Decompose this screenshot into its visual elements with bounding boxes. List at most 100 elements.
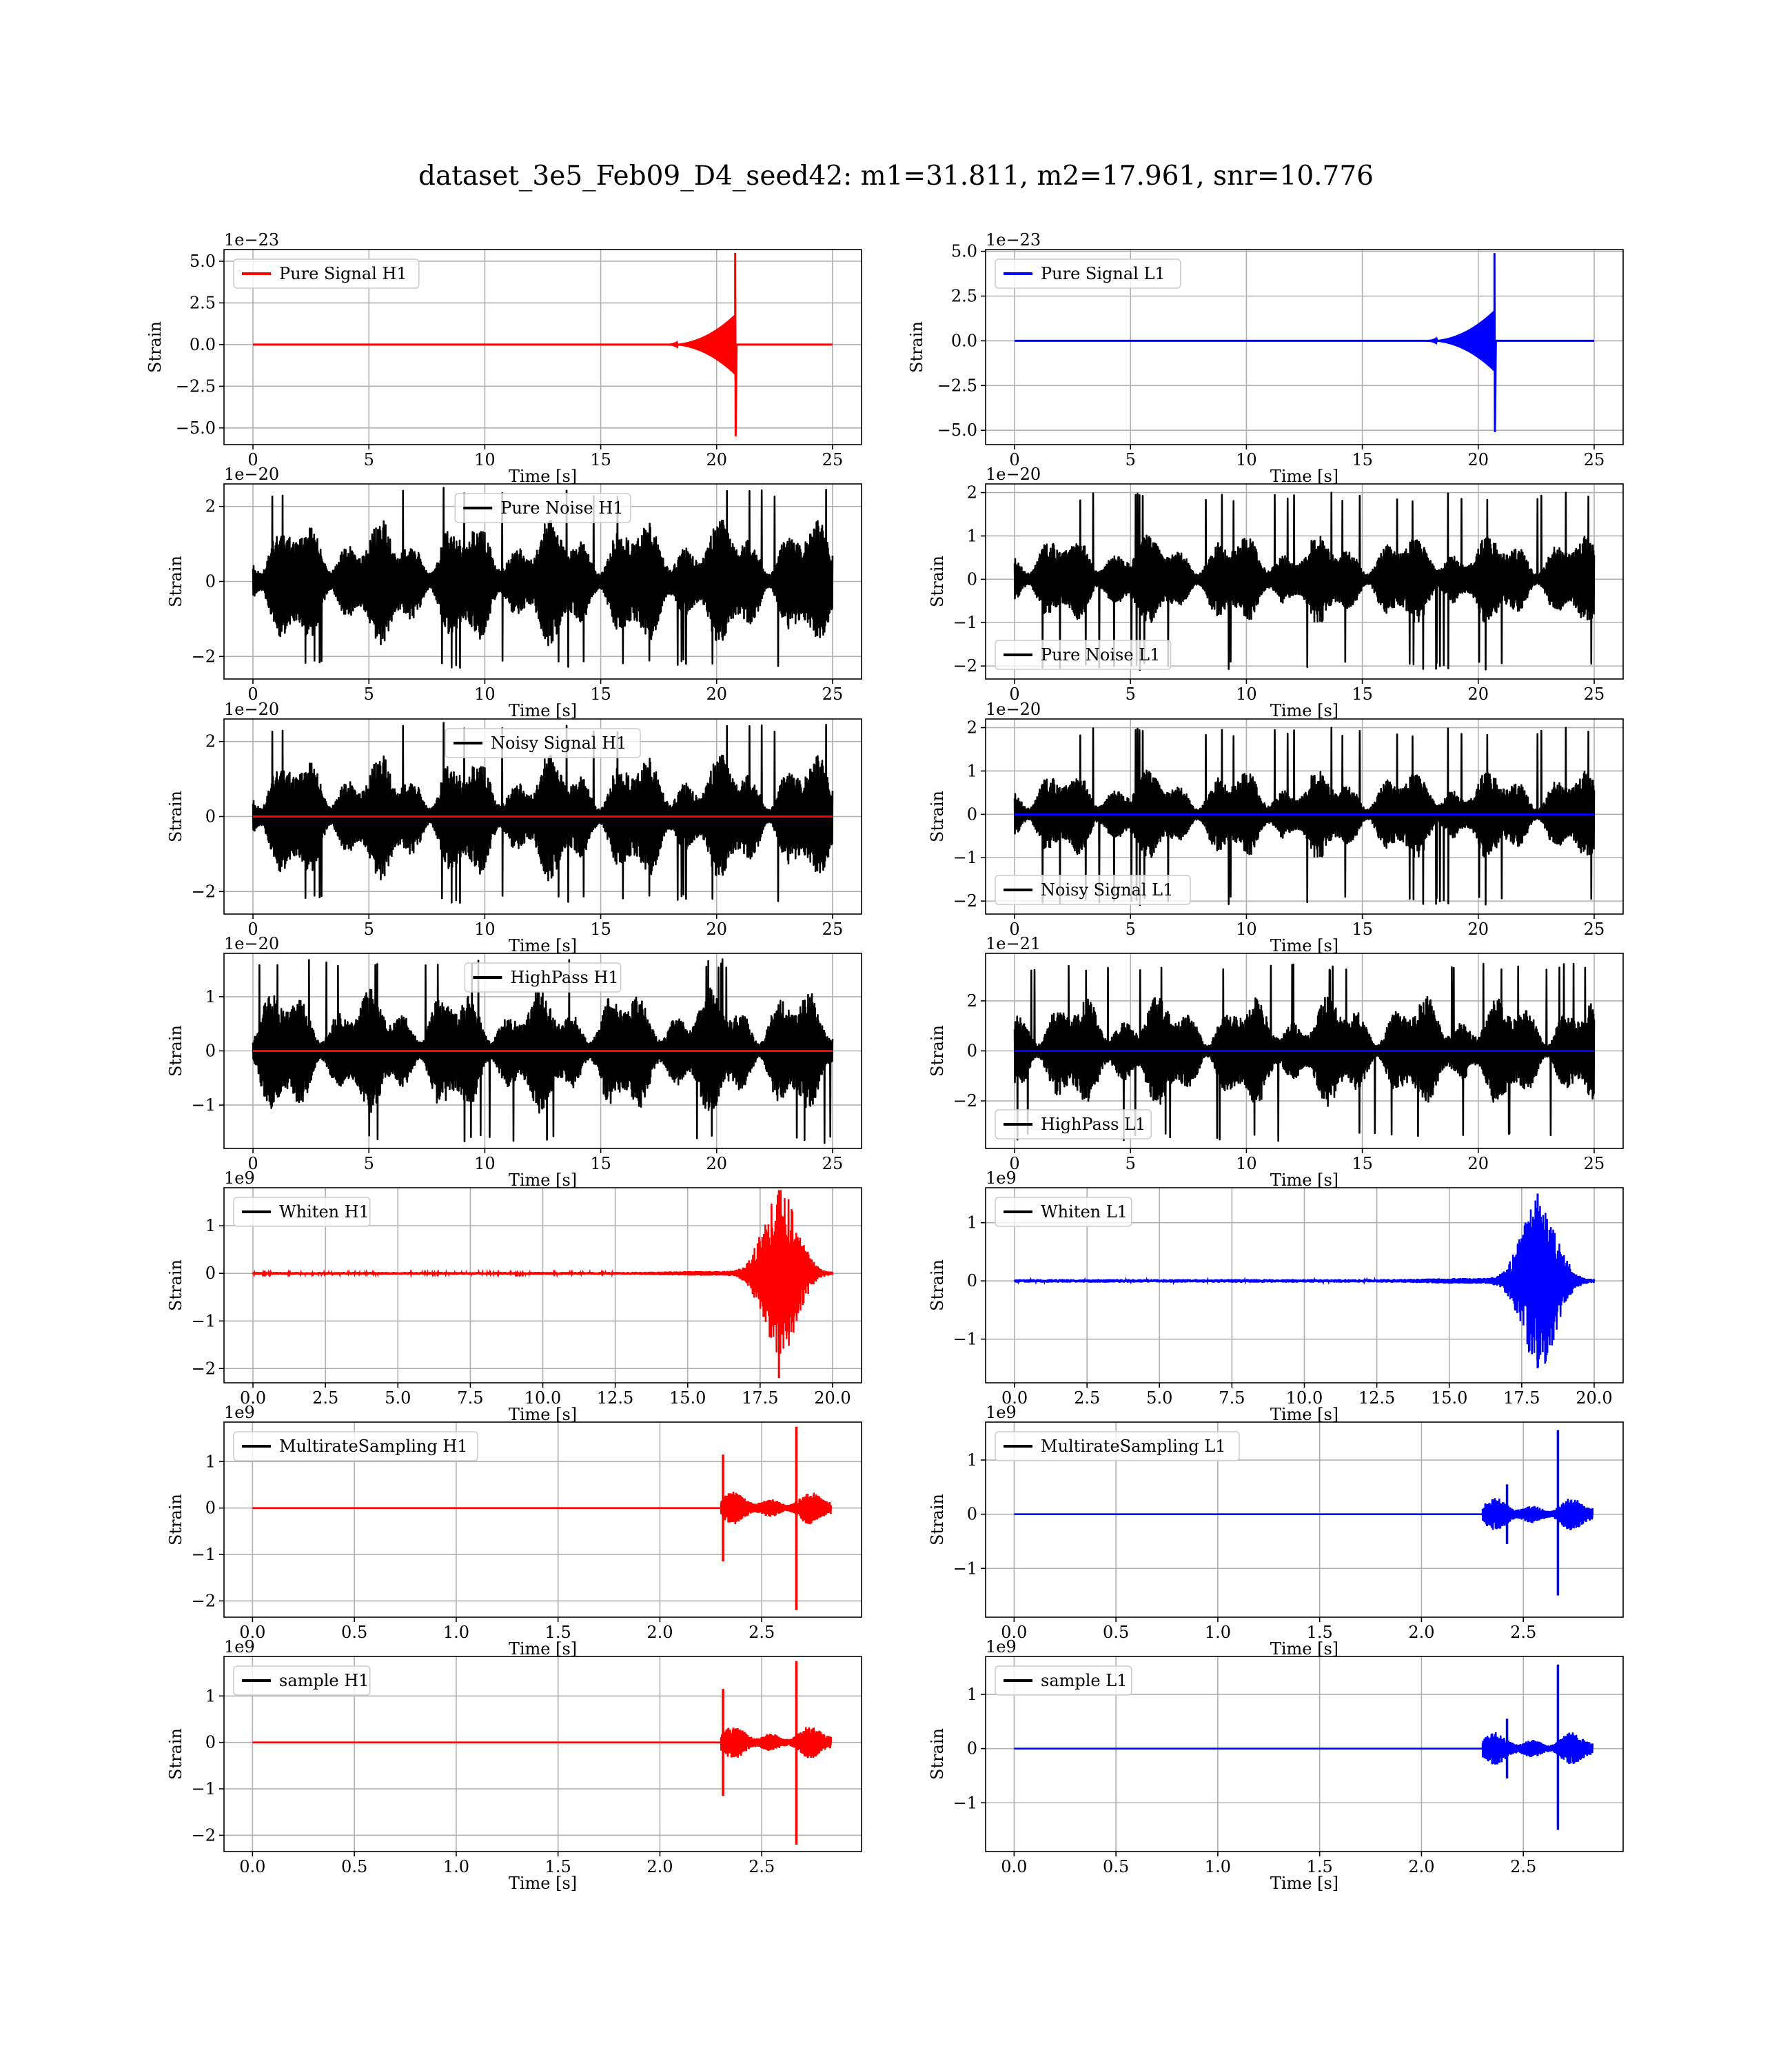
y-axis-label: Strain	[928, 1494, 947, 1545]
subplot-noisy-signal-h1: 0 5 10 15 20 25 Time [s] −2 0 2 Strain 1e−20 Noisy S…	[166, 700, 862, 955]
x-tick-label: 25	[822, 1154, 844, 1173]
y-tick-label: −5.0	[937, 420, 977, 440]
series-line	[1013, 727, 1596, 906]
x-tick-label: 5	[364, 920, 374, 939]
x-axis-label: Time [s]	[1270, 1639, 1338, 1659]
legend-box	[995, 875, 1191, 905]
plot-area	[252, 487, 834, 669]
legend: sample L1	[995, 1665, 1132, 1696]
x-axis: 0.0 2.5 5.0 7.5 10.0 12.5 15.0 17.5 20.0 Time [s]	[240, 1383, 851, 1424]
legend-box	[464, 962, 622, 993]
plot-area	[1013, 491, 1596, 671]
y-tick-label: 1	[205, 1452, 216, 1471]
x-tick-label: 0.5	[341, 1857, 367, 1876]
x-tick-label: 0.0	[1001, 1623, 1027, 1642]
y-tick-label: −2	[953, 656, 977, 676]
x-tick-label: 2.0	[646, 1857, 673, 1876]
x-tick-label: 0	[247, 450, 258, 469]
y-tick-label: 0	[205, 1042, 216, 1061]
series-line	[1014, 1498, 1594, 1530]
subplot-pure-signal-l1: 0 5 10 15 20 25 Time [s] −5.0 −2.5 0.0 2.5 5.0 Strai…	[907, 230, 1624, 486]
y-tick-label: −1	[192, 1095, 216, 1115]
y-axis: −2 0 2 Strain	[166, 497, 224, 666]
series-line	[1014, 1732, 1594, 1765]
axes-frame	[985, 249, 1624, 445]
plot-area	[1014, 1664, 1594, 1830]
x-axis-label: Time [s]	[509, 1874, 577, 1893]
x-tick-label: 12.5	[1358, 1388, 1395, 1408]
x-tick-label: 0	[247, 1154, 258, 1173]
legend-box	[233, 1665, 371, 1696]
x-tick-label: 10	[474, 920, 496, 939]
x-axis-label: Time [s]	[509, 1405, 577, 1424]
x-axis: 0.0 0.5 1.0 1.5 2.0 2.5 Time [s]	[239, 1617, 775, 1659]
y-axis-label: Strain	[907, 321, 926, 373]
x-tick-label: 0	[1009, 450, 1019, 469]
x-tick-label: 1.5	[1307, 1857, 1333, 1876]
x-tick-label: 7.5	[1219, 1388, 1245, 1408]
y-axis: −2 0 2 Strain	[928, 991, 986, 1111]
x-tick-label: 1.5	[1307, 1623, 1333, 1642]
x-axis-label: Time [s]	[509, 467, 577, 486]
x-tick-label: 20	[1467, 1154, 1489, 1173]
y-tick-label: 1	[967, 1213, 977, 1233]
y-tick-label: −1	[953, 848, 977, 867]
y-tick-label: 0	[967, 1739, 977, 1758]
x-tick-label: 15	[590, 920, 611, 939]
x-tick-label: 15	[1352, 1154, 1373, 1173]
legend: Noisy Signal L1	[995, 875, 1191, 905]
y-axis: −2 0 2 Strain	[166, 732, 224, 901]
series-line	[1013, 1200, 1596, 1368]
legend-label: MultirateSampling H1	[279, 1437, 468, 1456]
x-tick-label: 5.0	[1146, 1388, 1172, 1408]
subplot-pure-noise-l1: 0 5 10 15 20 25 Time [s] −2 −1 0 1 2 Strain 1e−20 Pure…	[928, 465, 1624, 720]
x-axis-label: Time [s]	[1270, 1405, 1338, 1424]
legend: Whiten L1	[995, 1197, 1132, 1227]
y-tick-label: 2	[967, 718, 977, 738]
x-axis: 0 5 10 15 20 25 Time [s]	[1009, 679, 1605, 720]
x-axis: 0 5 10 15 20 25 Time [s]	[1009, 445, 1605, 486]
offset-text: 1e−20	[986, 465, 1041, 484]
axes-frame	[223, 249, 862, 445]
y-axis: −2 −1 0 1 Strain	[166, 1686, 224, 1845]
y-tick-label: 2	[967, 991, 977, 1011]
subplot-noisy-signal-l1: 0 5 10 15 20 25 Time [s] −2 −1 0 1 2 Strain 1e−20 Nois…	[928, 700, 1624, 955]
x-tick-label: 0.5	[1103, 1857, 1129, 1876]
y-tick-label: 0	[967, 804, 977, 824]
legend-label: Whiten L1	[1041, 1202, 1128, 1221]
x-tick-label: 2.0	[1408, 1857, 1434, 1876]
x-tick-label: 17.5	[742, 1388, 778, 1408]
axes-frame	[985, 1656, 1624, 1852]
x-tick-label: 5	[1126, 450, 1136, 469]
x-tick-label: 20.0	[814, 1388, 851, 1408]
plot-area	[1013, 1193, 1596, 1368]
series-line	[1013, 491, 1596, 671]
x-tick-label: 0	[1009, 920, 1019, 939]
series-line	[252, 958, 834, 1144]
x-axis-label: Time [s]	[509, 936, 577, 955]
x-tick-label: 20	[1467, 920, 1489, 939]
axes-frame	[223, 1656, 862, 1852]
x-tick-label: 20.0	[1576, 1388, 1612, 1408]
x-axis-label: Time [s]	[509, 1639, 577, 1659]
x-tick-label: 5	[364, 1154, 374, 1173]
legend: HighPass L1	[995, 1109, 1152, 1139]
x-tick-label: 10	[1236, 450, 1257, 469]
x-tick-label: 25	[822, 450, 844, 469]
series-line	[252, 1727, 832, 1758]
y-axis-label: Strain	[166, 1494, 185, 1545]
figure-title: dataset_3e5_Feb09_D4_seed42: m1=31.811, …	[418, 161, 1374, 192]
y-tick-label: −1	[192, 1779, 216, 1798]
x-tick-label: 10	[1236, 1154, 1257, 1173]
x-tick-label: 1.5	[545, 1857, 571, 1876]
x-tick-label: 20	[706, 920, 727, 939]
y-axis: −1 0 1 Strain	[928, 1450, 986, 1578]
x-tick-label: 0.0	[240, 1388, 266, 1408]
y-axis: −2 −1 0 1 Strain	[166, 1216, 224, 1378]
legend-label: MultirateSampling L1	[1041, 1437, 1226, 1456]
y-tick-label: −2	[953, 1091, 977, 1111]
x-tick-label: 5	[364, 450, 374, 469]
x-tick-label: 15	[1352, 450, 1373, 469]
y-tick-label: 0	[205, 1264, 216, 1283]
offset-text: 1e−20	[224, 465, 279, 484]
